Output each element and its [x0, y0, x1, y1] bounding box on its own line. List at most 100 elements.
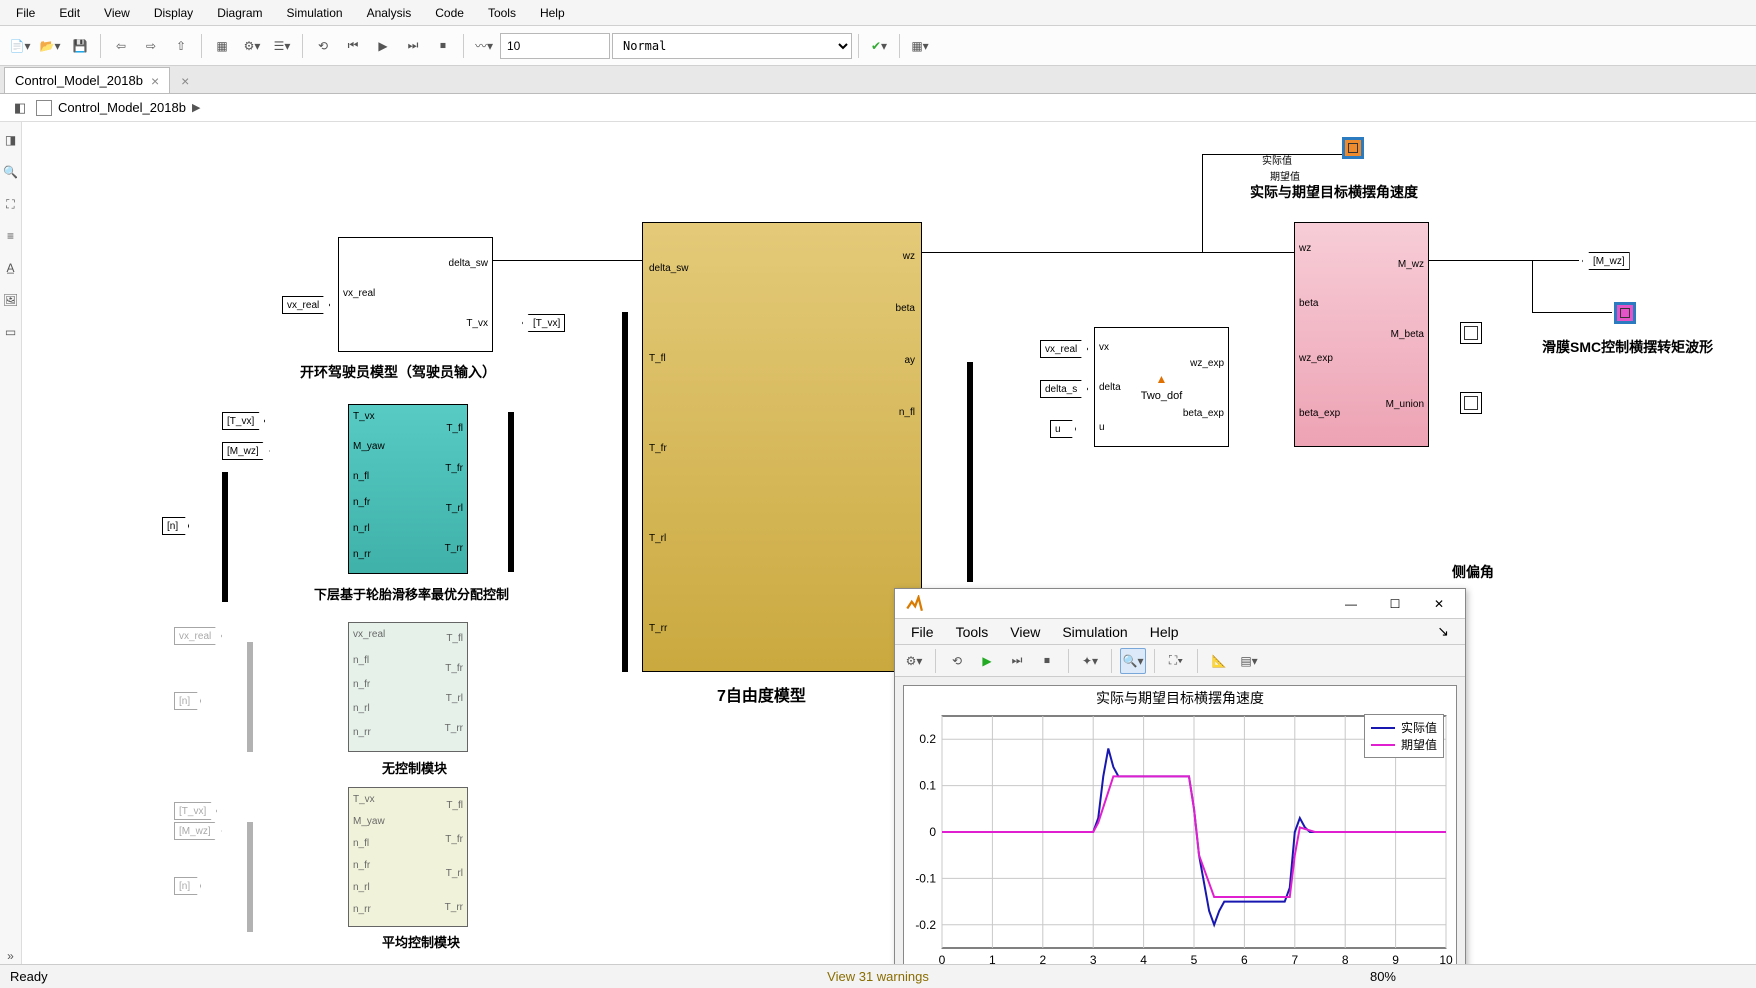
maximize-button[interactable]: ☐: [1375, 592, 1415, 616]
viewmark-icon[interactable]: ▭: [3, 324, 19, 340]
scope-mbeta[interactable]: [1460, 322, 1482, 344]
stop-time-input[interactable]: [500, 33, 610, 59]
scope-run-button[interactable]: ▶: [974, 648, 1000, 674]
up-button[interactable]: ⇧: [167, 32, 195, 60]
zoom-icon[interactable]: 🔍: [3, 164, 19, 180]
from-vx-2dof[interactable]: vx_real: [1040, 340, 1088, 358]
forward-button[interactable]: ⇨: [137, 32, 165, 60]
menu-diagram[interactable]: Diagram: [205, 2, 274, 24]
new-button[interactable]: 📄▾: [6, 32, 34, 60]
from-mwz-avg[interactable]: [M_wz]: [174, 822, 222, 840]
canvas[interactable]: vx_real vx_real delta_sw T_vx 开环驾驶员模型（驾驶…: [22, 122, 1756, 964]
annotation-icon[interactable]: ≡: [3, 228, 19, 244]
scope-menu-simulation[interactable]: Simulation: [1052, 622, 1137, 642]
from-tvx[interactable]: [T_vx]: [222, 412, 265, 430]
demux[interactable]: [222, 472, 228, 602]
scope-menu-more-icon[interactable]: ↘: [1427, 621, 1459, 642]
check-button[interactable]: ✔▾: [865, 32, 893, 60]
demux-7dof[interactable]: [967, 362, 973, 582]
smc-subsystem[interactable]: wz beta wz_exp beta_exp M_wz M_beta M_un…: [1294, 222, 1429, 447]
nocontrol-subsystem[interactable]: vx_real n_fl n_fr n_rl n_rr T_fl T_fr T_…: [348, 622, 468, 752]
scope-munion[interactable]: [1460, 392, 1482, 414]
model-tab[interactable]: Control_Model_2018b ×: [4, 67, 170, 93]
scope-yawrate[interactable]: [1342, 137, 1364, 159]
scope-measure-button[interactable]: 📐: [1206, 648, 1232, 674]
model-browser-toggle[interactable]: ◧: [10, 98, 30, 118]
port-label: wz_exp: [1299, 353, 1333, 364]
scope-menu-view[interactable]: View: [1000, 622, 1050, 642]
from-n[interactable]: [n]: [162, 517, 189, 535]
sevendof-subsystem[interactable]: delta_sw T_fl T_fr T_rl T_rr wz beta ay …: [642, 222, 922, 672]
scope-layout-button[interactable]: ▤▾: [1236, 648, 1262, 674]
open-button[interactable]: 📂▾: [36, 32, 64, 60]
driver-subsystem[interactable]: vx_real delta_sw T_vx: [338, 237, 493, 352]
port-label: vx_real: [353, 629, 385, 640]
back-button[interactable]: ⇦: [107, 32, 135, 60]
lowlevel-subsystem[interactable]: T_vx M_yaw n_fl n_fr n_rl n_rr T_fl T_fr…: [348, 404, 468, 574]
library-button[interactable]: ▦: [208, 32, 236, 60]
status-warnings-link[interactable]: View 31 warnings: [827, 969, 929, 984]
scope-stop-button[interactable]: ⏹: [1034, 648, 1060, 674]
run-button[interactable]: ▶: [369, 32, 397, 60]
scope-zoom-button[interactable]: 🔍▾: [1120, 648, 1146, 674]
stop-button[interactable]: ⏹: [429, 32, 457, 60]
from-tvx-avg[interactable]: [T_vx]: [174, 802, 217, 820]
menu-edit[interactable]: Edit: [47, 2, 92, 24]
twodof-subsystem[interactable]: vx delta u wz_exp beta_exp Two_dof ▲: [1094, 327, 1229, 447]
image-icon[interactable]: 🖼: [3, 292, 19, 308]
scope-menu-help[interactable]: Help: [1140, 622, 1189, 642]
scope-step-button[interactable]: ⏭: [1004, 648, 1030, 674]
from-vx-real[interactable]: vx_real: [282, 296, 330, 314]
fast-restart-button[interactable]: ⟲: [309, 32, 337, 60]
from-mwz[interactable]: [M_wz]: [222, 442, 270, 460]
minimize-button[interactable]: —: [1331, 592, 1371, 616]
from-vx-nc[interactable]: vx_real: [174, 627, 222, 645]
schedule-button[interactable]: ▦▾: [906, 32, 934, 60]
demux-nc[interactable]: [247, 642, 253, 752]
from-u-2dof[interactable]: u: [1050, 420, 1076, 438]
scope-menu-file[interactable]: File: [901, 622, 944, 642]
expand-icon[interactable]: »: [3, 948, 19, 964]
from-delta-2dof[interactable]: delta_s: [1040, 380, 1088, 398]
scope-smc[interactable]: [1614, 302, 1636, 324]
menu-file[interactable]: File: [4, 2, 47, 24]
area-icon[interactable]: A̲: [3, 260, 19, 276]
from-n-nc[interactable]: [n]: [174, 692, 201, 710]
from-n-avg[interactable]: [n]: [174, 877, 201, 895]
fit-icon[interactable]: ⛶: [3, 196, 19, 212]
scope-titlebar[interactable]: — ☐ ✕: [895, 589, 1465, 619]
step-back-button[interactable]: ⏮: [339, 32, 367, 60]
menu-code[interactable]: Code: [423, 2, 476, 24]
model-explorer-button[interactable]: ☰▾: [268, 32, 296, 60]
goto-tvx[interactable]: [T_vx]: [522, 314, 565, 332]
hide-browser-icon[interactable]: ◨: [3, 132, 19, 148]
scope-trigger-button[interactable]: ✦▾: [1077, 648, 1103, 674]
new-tab-button[interactable]: ×: [170, 67, 200, 93]
scope-config-button[interactable]: ⚙▾: [901, 648, 927, 674]
menu-display[interactable]: Display: [142, 2, 205, 24]
mux-torque[interactable]: [508, 412, 514, 572]
menu-analysis[interactable]: Analysis: [355, 2, 424, 24]
step-forward-button[interactable]: ⏭: [399, 32, 427, 60]
selector-7dof[interactable]: [622, 312, 628, 672]
menu-tools[interactable]: Tools: [476, 2, 528, 24]
config-button[interactable]: ⚙▾: [238, 32, 266, 60]
avg-subsystem[interactable]: T_vx M_yaw n_fl n_fr n_rl n_rr T_fl T_fr…: [348, 787, 468, 927]
signal-button[interactable]: 〰▾: [470, 32, 498, 60]
sim-mode-select[interactable]: Normal: [612, 33, 852, 59]
close-button[interactable]: ✕: [1419, 592, 1459, 616]
scope-restart-button[interactable]: ⟲: [944, 648, 970, 674]
menu-simulation[interactable]: Simulation: [275, 2, 355, 24]
scope-autoscale-button[interactable]: ⛶▾: [1163, 648, 1189, 674]
scope-window[interactable]: — ☐ ✕ File Tools View Simulation Help ↘ …: [894, 588, 1466, 964]
goto-mwz[interactable]: [M_wz]: [1582, 252, 1630, 270]
scope-menu-tools[interactable]: Tools: [946, 622, 999, 642]
save-button[interactable]: 💾: [66, 32, 94, 60]
menu-help[interactable]: Help: [528, 2, 577, 24]
breadcrumb-root[interactable]: Control_Model_2018b: [58, 100, 186, 115]
scope-plot[interactable]: 实际与期望目标横摆角速度 012345678910-0.2-0.100.10.2…: [903, 685, 1457, 964]
statusbar: Ready View 31 warnings 80%: [0, 964, 1756, 988]
menu-view[interactable]: View: [92, 2, 142, 24]
tab-close-icon[interactable]: ×: [151, 73, 159, 89]
demux-avg[interactable]: [247, 822, 253, 932]
